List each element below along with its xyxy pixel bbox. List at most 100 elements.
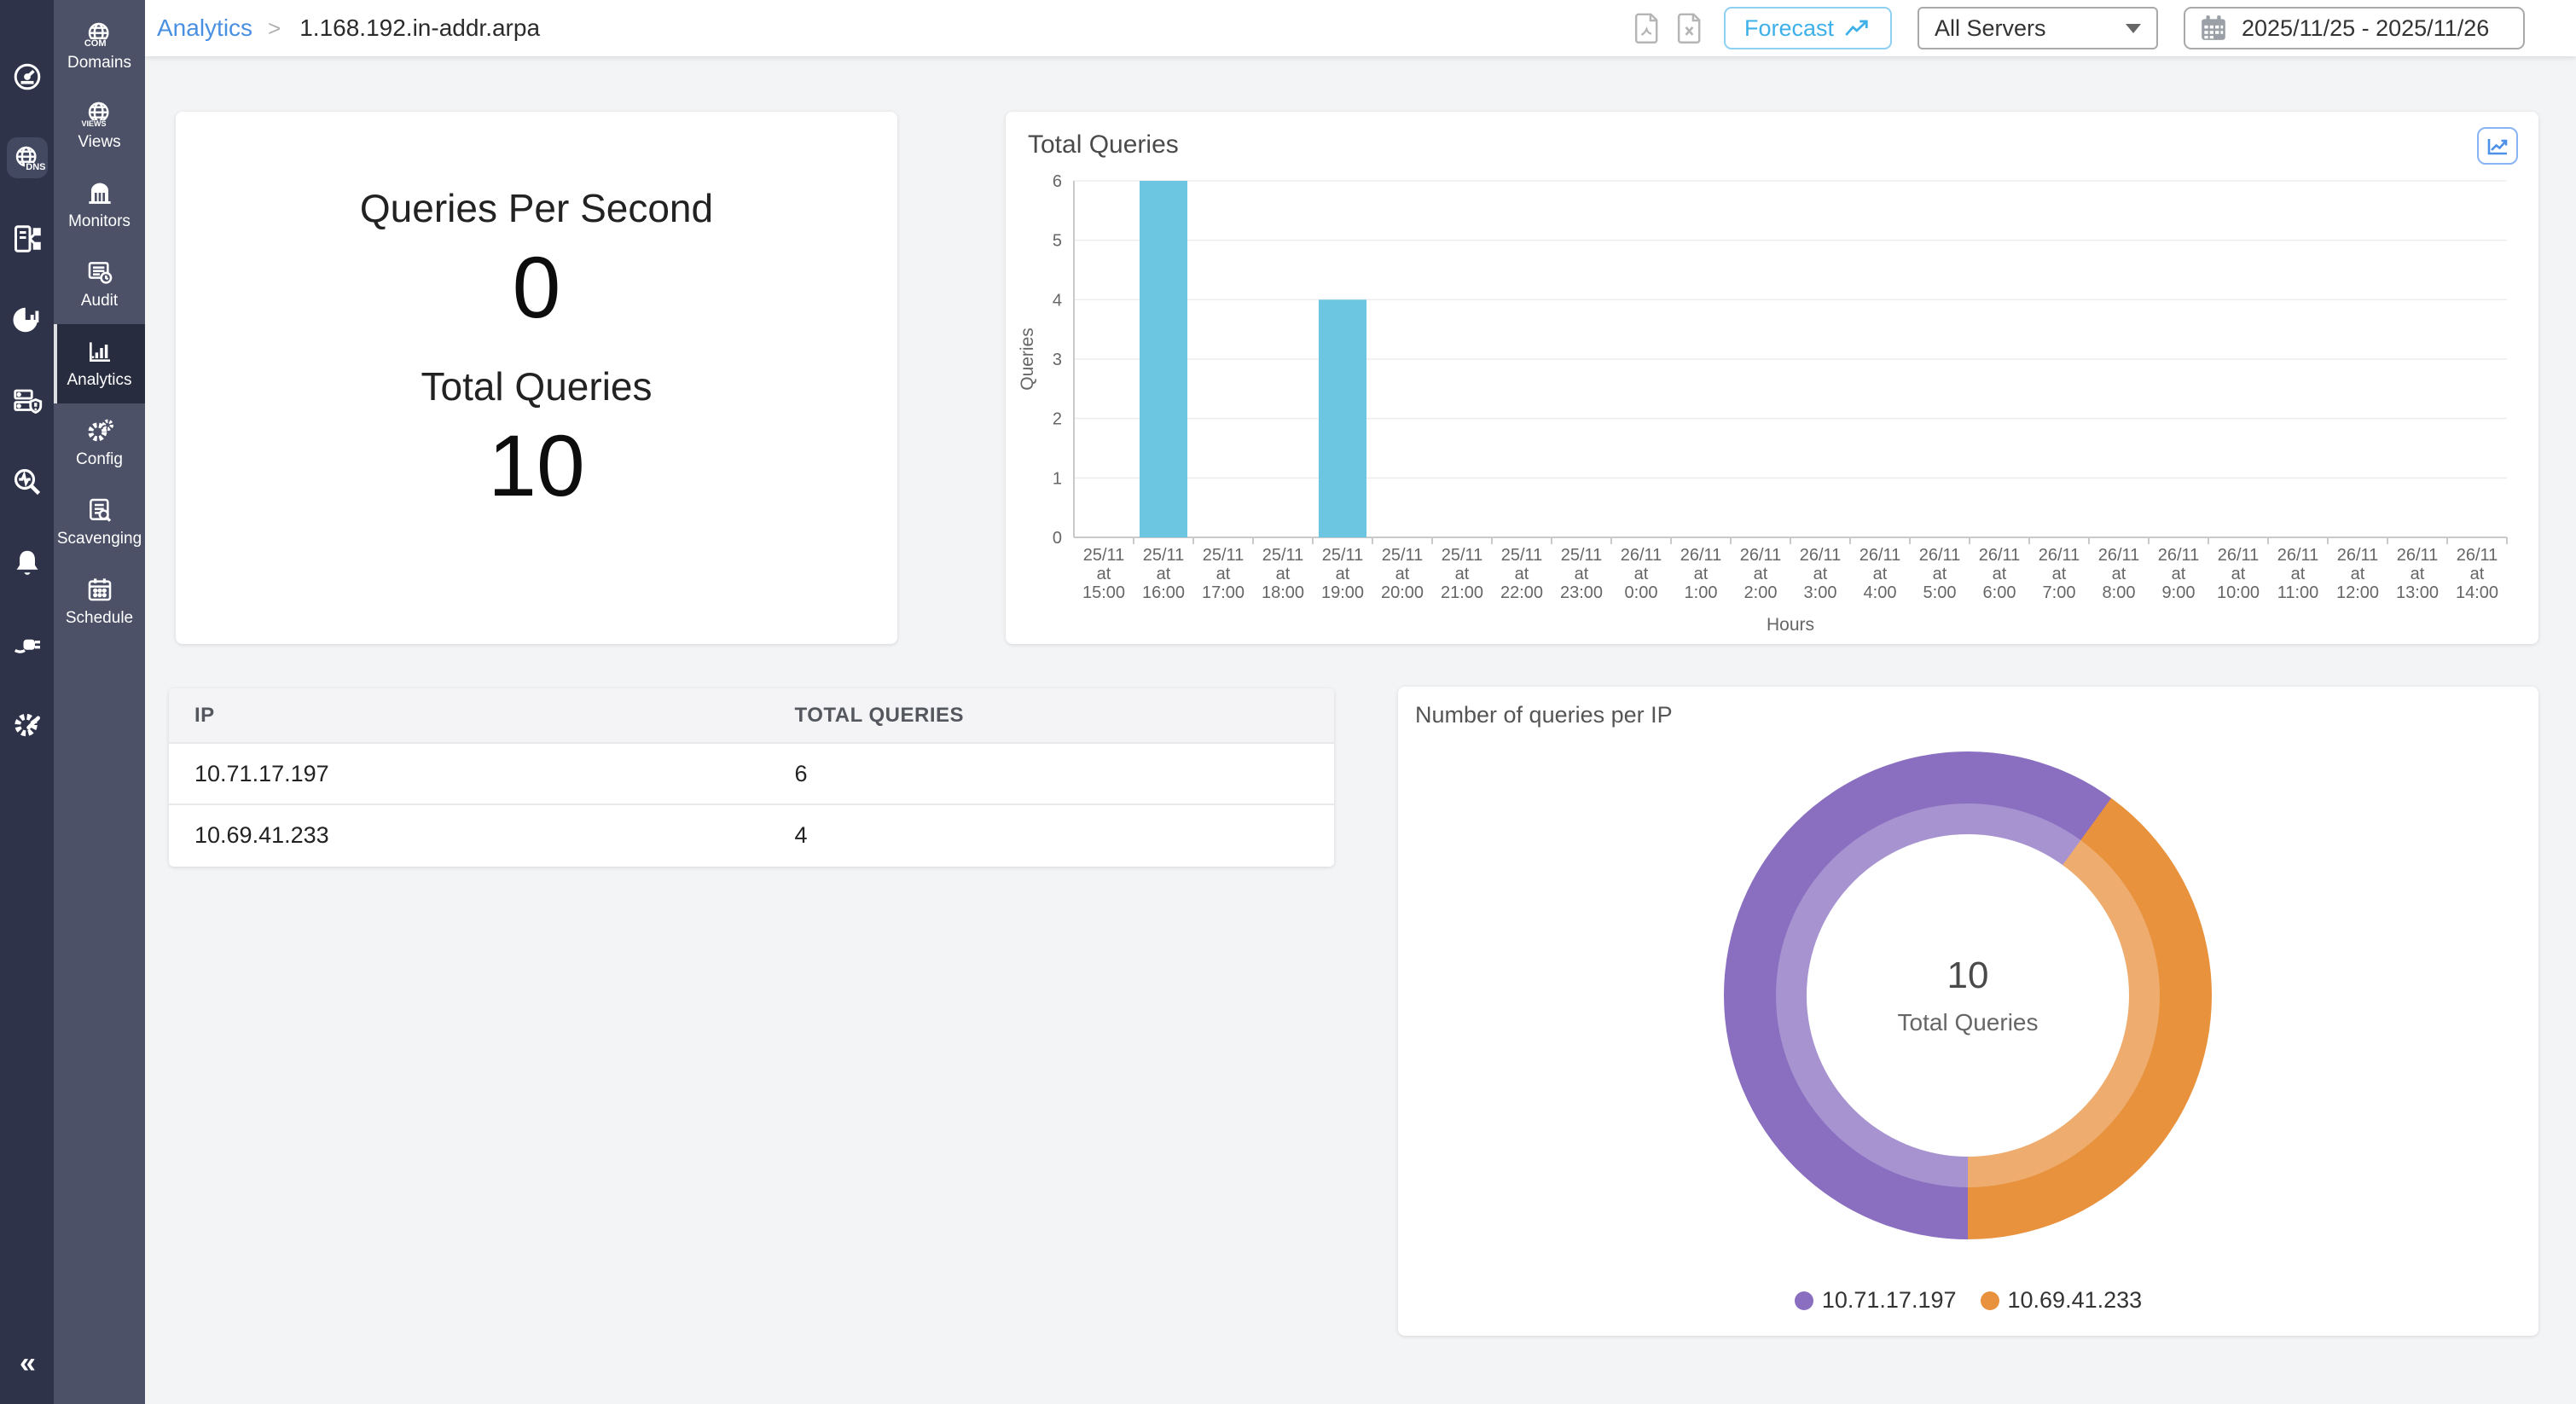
sidebar-item-audit[interactable]: Audit (54, 245, 145, 324)
gears-icon (86, 417, 113, 444)
total-queries-chart-card: Total Queries 0 1 2 3 4 5 6 25/11 at 15:00 25/11 at… (1006, 112, 2538, 644)
pie-stats-icon[interactable] (0, 279, 54, 360)
sidebar-item-views[interactable]: VIEWS Views (54, 86, 145, 165)
sidebar-item-monitors[interactable]: Monitors (54, 165, 145, 245)
topbar-controls: Forecast All Servers 2025/11/25 - 2025/1… (1632, 7, 2525, 49)
donut-center: 10 Total Queries (1807, 834, 2129, 1157)
sidebar-item-schedule[interactable]: Schedule (54, 562, 145, 641)
sidebar-item-label: Monitors (68, 212, 131, 230)
queries-per-ip-table: IP TOTAL QUERIES 10.71.17.197 6 10.69.41… (169, 688, 1334, 866)
server-filter-value: All Servers (1935, 15, 2046, 41)
sidebar-item-label: Domains (67, 54, 131, 72)
sidebar-item-config[interactable]: Config (54, 403, 145, 483)
table-header-row: IP TOTAL QUERIES (169, 688, 1334, 743)
legend-label: 10.71.17.197 (1821, 1287, 1957, 1313)
donut-center-value: 10 (1947, 954, 1989, 996)
svg-text:6: 6 (1053, 172, 1062, 191)
qps-card: Queries Per Second 0 Total Queries 10 (176, 112, 897, 644)
com-tag: COM (83, 38, 107, 49)
search-pulse-icon[interactable] (0, 441, 54, 522)
bell-icon[interactable] (0, 522, 54, 603)
svg-text:1: 1 (1053, 469, 1062, 488)
app-icon-rail: DNS (0, 0, 54, 1404)
chevron-down-icon (2126, 23, 2141, 33)
total-queries-title: Total Queries (421, 364, 653, 409)
qps-value: 0 (512, 239, 561, 336)
main-content: Queries Per Second 0 Total Queries 10 To… (145, 56, 2576, 1404)
chart-type-toggle-button[interactable] (2477, 127, 2518, 165)
svg-text:Queries: Queries (1019, 328, 1037, 391)
topbar: Analytics > 1.168.192.in-addr.arpa Forec… (145, 0, 2576, 56)
sidebar-item-domains[interactable]: COM Domains (54, 7, 145, 86)
zone-file-icon[interactable] (0, 198, 54, 279)
forecast-button[interactable]: Forecast (1723, 7, 1892, 49)
donut-legend: 10.71.17.197 10.69.41.233 (1398, 1287, 2538, 1314)
svg-text:3: 3 (1053, 351, 1062, 369)
svg-text:0: 0 (1053, 529, 1062, 548)
analytics-bars-icon (86, 338, 113, 365)
svg-text:5: 5 (1053, 232, 1062, 251)
date-range-input[interactable]: 2025/11/25 - 2025/11/26 (2184, 7, 2525, 49)
export-excel-icon[interactable] (1674, 12, 1705, 44)
server-alert-icon[interactable] (0, 360, 54, 441)
column-header-total-queries: TOTAL QUERIES (769, 688, 1334, 743)
collapse-sidebar-button[interactable]: « (20, 1347, 36, 1379)
queries-per-ip-donut-card: Number of queries per IP 10 Total Querie… (1398, 687, 2538, 1336)
legend-dot (1794, 1291, 1813, 1310)
forecast-label: Forecast (1743, 15, 1834, 41)
monitors-rack-icon (86, 179, 113, 206)
column-header-ip: IP (169, 688, 769, 743)
views-tag: VIEWS (80, 119, 107, 128)
total-queries-value: 10 (488, 417, 585, 515)
breadcrumb-separator: > (268, 15, 281, 41)
dns-tag: DNS (25, 161, 47, 172)
breadcrumb-analytics-link[interactable]: Analytics (157, 15, 253, 41)
ip-cell: 10.69.41.233 (169, 804, 769, 866)
sidebar-menu: COM Domains VIEWS Views Monitors (54, 0, 145, 1404)
legend-item[interactable]: 10.69.41.233 (1980, 1287, 2142, 1314)
total-queries-bar-chart: 0 1 2 3 4 5 6 25/11 at 15:00 25/11 at 16:00 25/11 at 17… (1019, 172, 2508, 635)
dashboard-gauge-icon[interactable] (0, 36, 54, 117)
plug-icon[interactable] (0, 603, 54, 684)
sidebar-item-analytics[interactable]: Analytics (54, 324, 145, 403)
donut-chart-title: Number of queries per IP (1415, 702, 1673, 728)
export-pdf-icon[interactable] (1632, 12, 1662, 44)
sidebar-item-label: Views (78, 133, 121, 151)
rail-item-dns-active[interactable]: DNS (0, 117, 54, 198)
breadcrumb-zone-name: 1.168.192.in-addr.arpa (299, 15, 541, 41)
gear-wrench-icon[interactable] (0, 684, 54, 765)
sidebar-item-scavenging[interactable]: Scavenging (54, 483, 145, 562)
table-row: 10.69.41.233 4 (169, 804, 1334, 866)
globe-views-icon: VIEWS (80, 100, 113, 128)
trending-up-icon (1845, 20, 1868, 36)
total-cell: 6 (769, 742, 1334, 804)
ip-table-card: IP TOTAL QUERIES 10.71.17.197 6 10.69.41… (169, 688, 1334, 867)
line-chart-icon (2487, 139, 2508, 155)
svg-text:4: 4 (1053, 291, 1062, 310)
legend-item[interactable]: 10.71.17.197 (1794, 1287, 1957, 1314)
server-filter-select[interactable]: All Servers (1917, 7, 2158, 49)
table-row: 10.71.17.197 6 (169, 742, 1334, 804)
sidebar-item-label: Schedule (65, 609, 134, 627)
sidebar-item-label: Config (76, 450, 123, 468)
svg-text:2: 2 (1053, 410, 1062, 429)
globe-com-icon: COM (83, 20, 113, 49)
